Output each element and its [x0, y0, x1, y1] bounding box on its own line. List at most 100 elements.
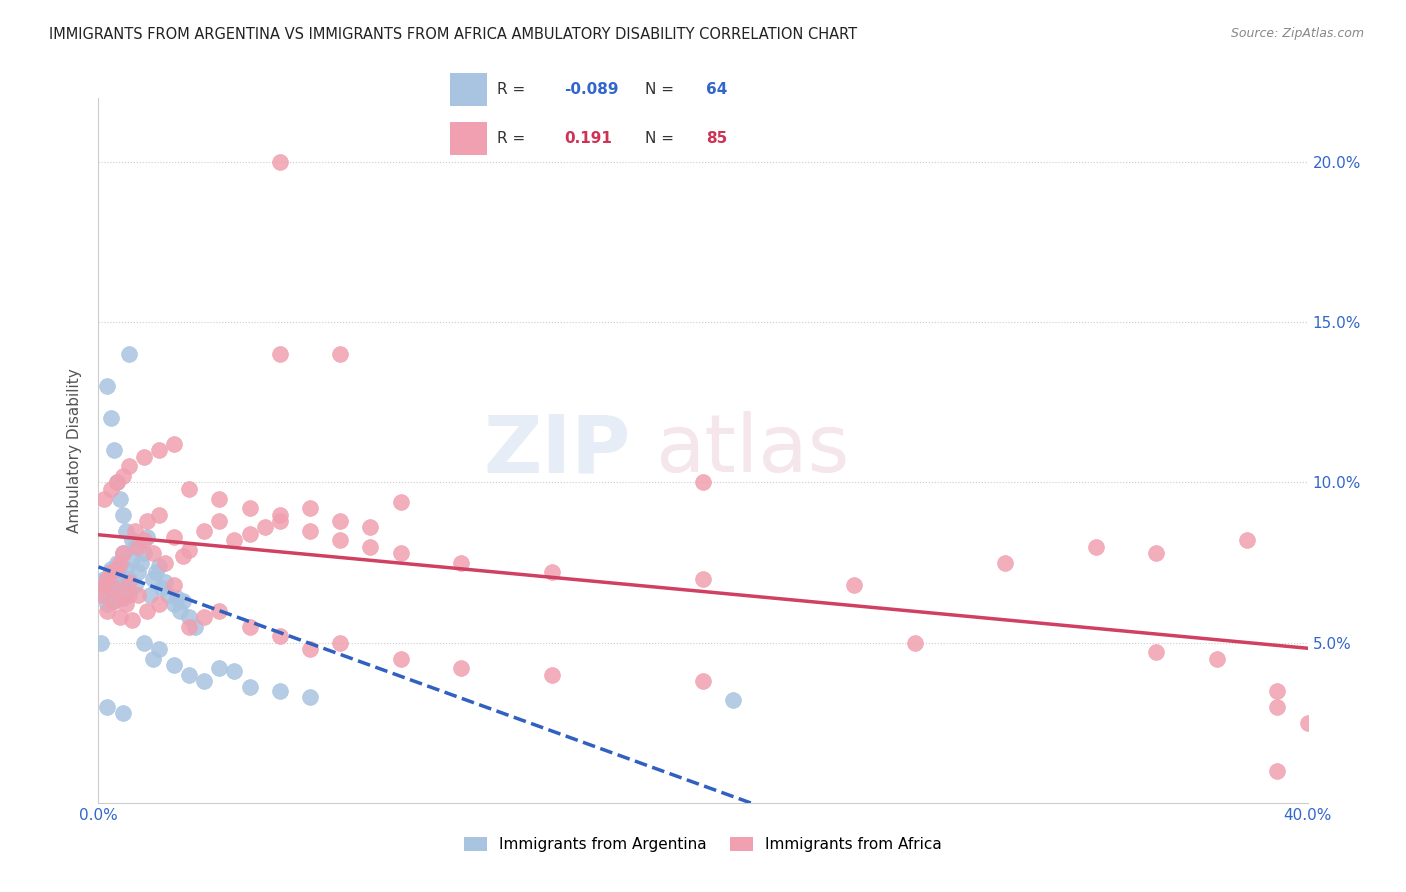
Point: [100, 482, 122, 496]
Point: [329, 533, 352, 548]
Point: [108, 610, 131, 624]
Point: [108, 578, 131, 592]
Point: [103, 584, 125, 599]
Point: [135, 530, 157, 544]
Point: [118, 347, 141, 361]
Point: [163, 597, 186, 611]
Point: [148, 597, 170, 611]
Point: [299, 524, 322, 538]
Point: [239, 501, 262, 516]
Point: [139, 588, 162, 602]
Point: [1236, 533, 1258, 548]
Point: [114, 562, 136, 576]
Point: [179, 482, 201, 496]
Text: Source: ZipAtlas.com: Source: ZipAtlas.com: [1230, 27, 1364, 40]
Point: [103, 594, 125, 608]
Text: R =: R =: [496, 131, 530, 146]
Point: [1144, 546, 1167, 560]
Point: [179, 619, 201, 633]
Point: [153, 556, 176, 570]
Point: [100, 411, 122, 425]
Point: [360, 540, 382, 554]
Point: [994, 556, 1017, 570]
Point: [108, 558, 131, 573]
Point: [132, 635, 155, 649]
Point: [1296, 715, 1319, 730]
Point: [269, 155, 291, 169]
Point: [1267, 764, 1289, 778]
Point: [193, 610, 215, 624]
Text: -0.089: -0.089: [564, 81, 619, 96]
Point: [103, 594, 125, 608]
Point: [96, 379, 118, 393]
Point: [118, 574, 141, 589]
Point: [208, 661, 231, 675]
Point: [329, 635, 352, 649]
Point: [111, 706, 134, 720]
Text: 0.191: 0.191: [564, 131, 612, 146]
Point: [103, 443, 125, 458]
Point: [1206, 651, 1229, 665]
Point: [148, 642, 170, 657]
Point: [184, 619, 207, 633]
Point: [105, 556, 128, 570]
Point: [169, 604, 191, 618]
Text: N =: N =: [645, 131, 679, 146]
Point: [540, 565, 562, 579]
Point: [239, 526, 262, 541]
Text: N =: N =: [645, 81, 679, 96]
Point: [96, 578, 118, 592]
Point: [100, 565, 122, 579]
Point: [124, 540, 146, 554]
Point: [148, 558, 170, 573]
Bar: [450, 122, 486, 155]
Point: [208, 604, 231, 618]
Point: [163, 658, 186, 673]
Point: [163, 437, 186, 451]
Point: [132, 450, 155, 464]
Point: [96, 572, 118, 586]
Point: [148, 508, 170, 522]
Text: 85: 85: [706, 131, 727, 146]
Point: [142, 546, 165, 560]
Text: R =: R =: [496, 81, 530, 96]
Point: [179, 542, 201, 557]
Point: [389, 651, 412, 665]
Point: [93, 588, 115, 602]
Point: [90, 635, 112, 649]
Point: [100, 562, 122, 576]
Point: [1267, 699, 1289, 714]
Point: [224, 665, 246, 679]
Point: [132, 533, 155, 548]
Point: [179, 667, 201, 681]
Point: [692, 475, 714, 490]
Point: [135, 604, 157, 618]
Point: [329, 347, 352, 361]
Point: [299, 642, 322, 657]
Bar: [450, 73, 486, 105]
Point: [127, 540, 149, 554]
Point: [96, 597, 118, 611]
Point: [1085, 540, 1108, 554]
Point: [103, 581, 125, 595]
Point: [208, 491, 231, 506]
Point: [121, 552, 143, 566]
Point: [150, 581, 173, 595]
Point: [96, 699, 118, 714]
Y-axis label: Ambulatory Disability: Ambulatory Disability: [67, 368, 83, 533]
Point: [166, 591, 188, 605]
Point: [105, 562, 128, 576]
Point: [1267, 683, 1289, 698]
Point: [121, 533, 143, 548]
Point: [163, 578, 186, 592]
Point: [103, 565, 125, 579]
Point: [360, 520, 382, 534]
Point: [239, 681, 262, 695]
Text: ZIP: ZIP: [484, 411, 630, 490]
Point: [111, 469, 134, 483]
Point: [692, 674, 714, 689]
Point: [692, 572, 714, 586]
Point: [269, 508, 291, 522]
Point: [100, 581, 122, 595]
Point: [389, 494, 412, 508]
